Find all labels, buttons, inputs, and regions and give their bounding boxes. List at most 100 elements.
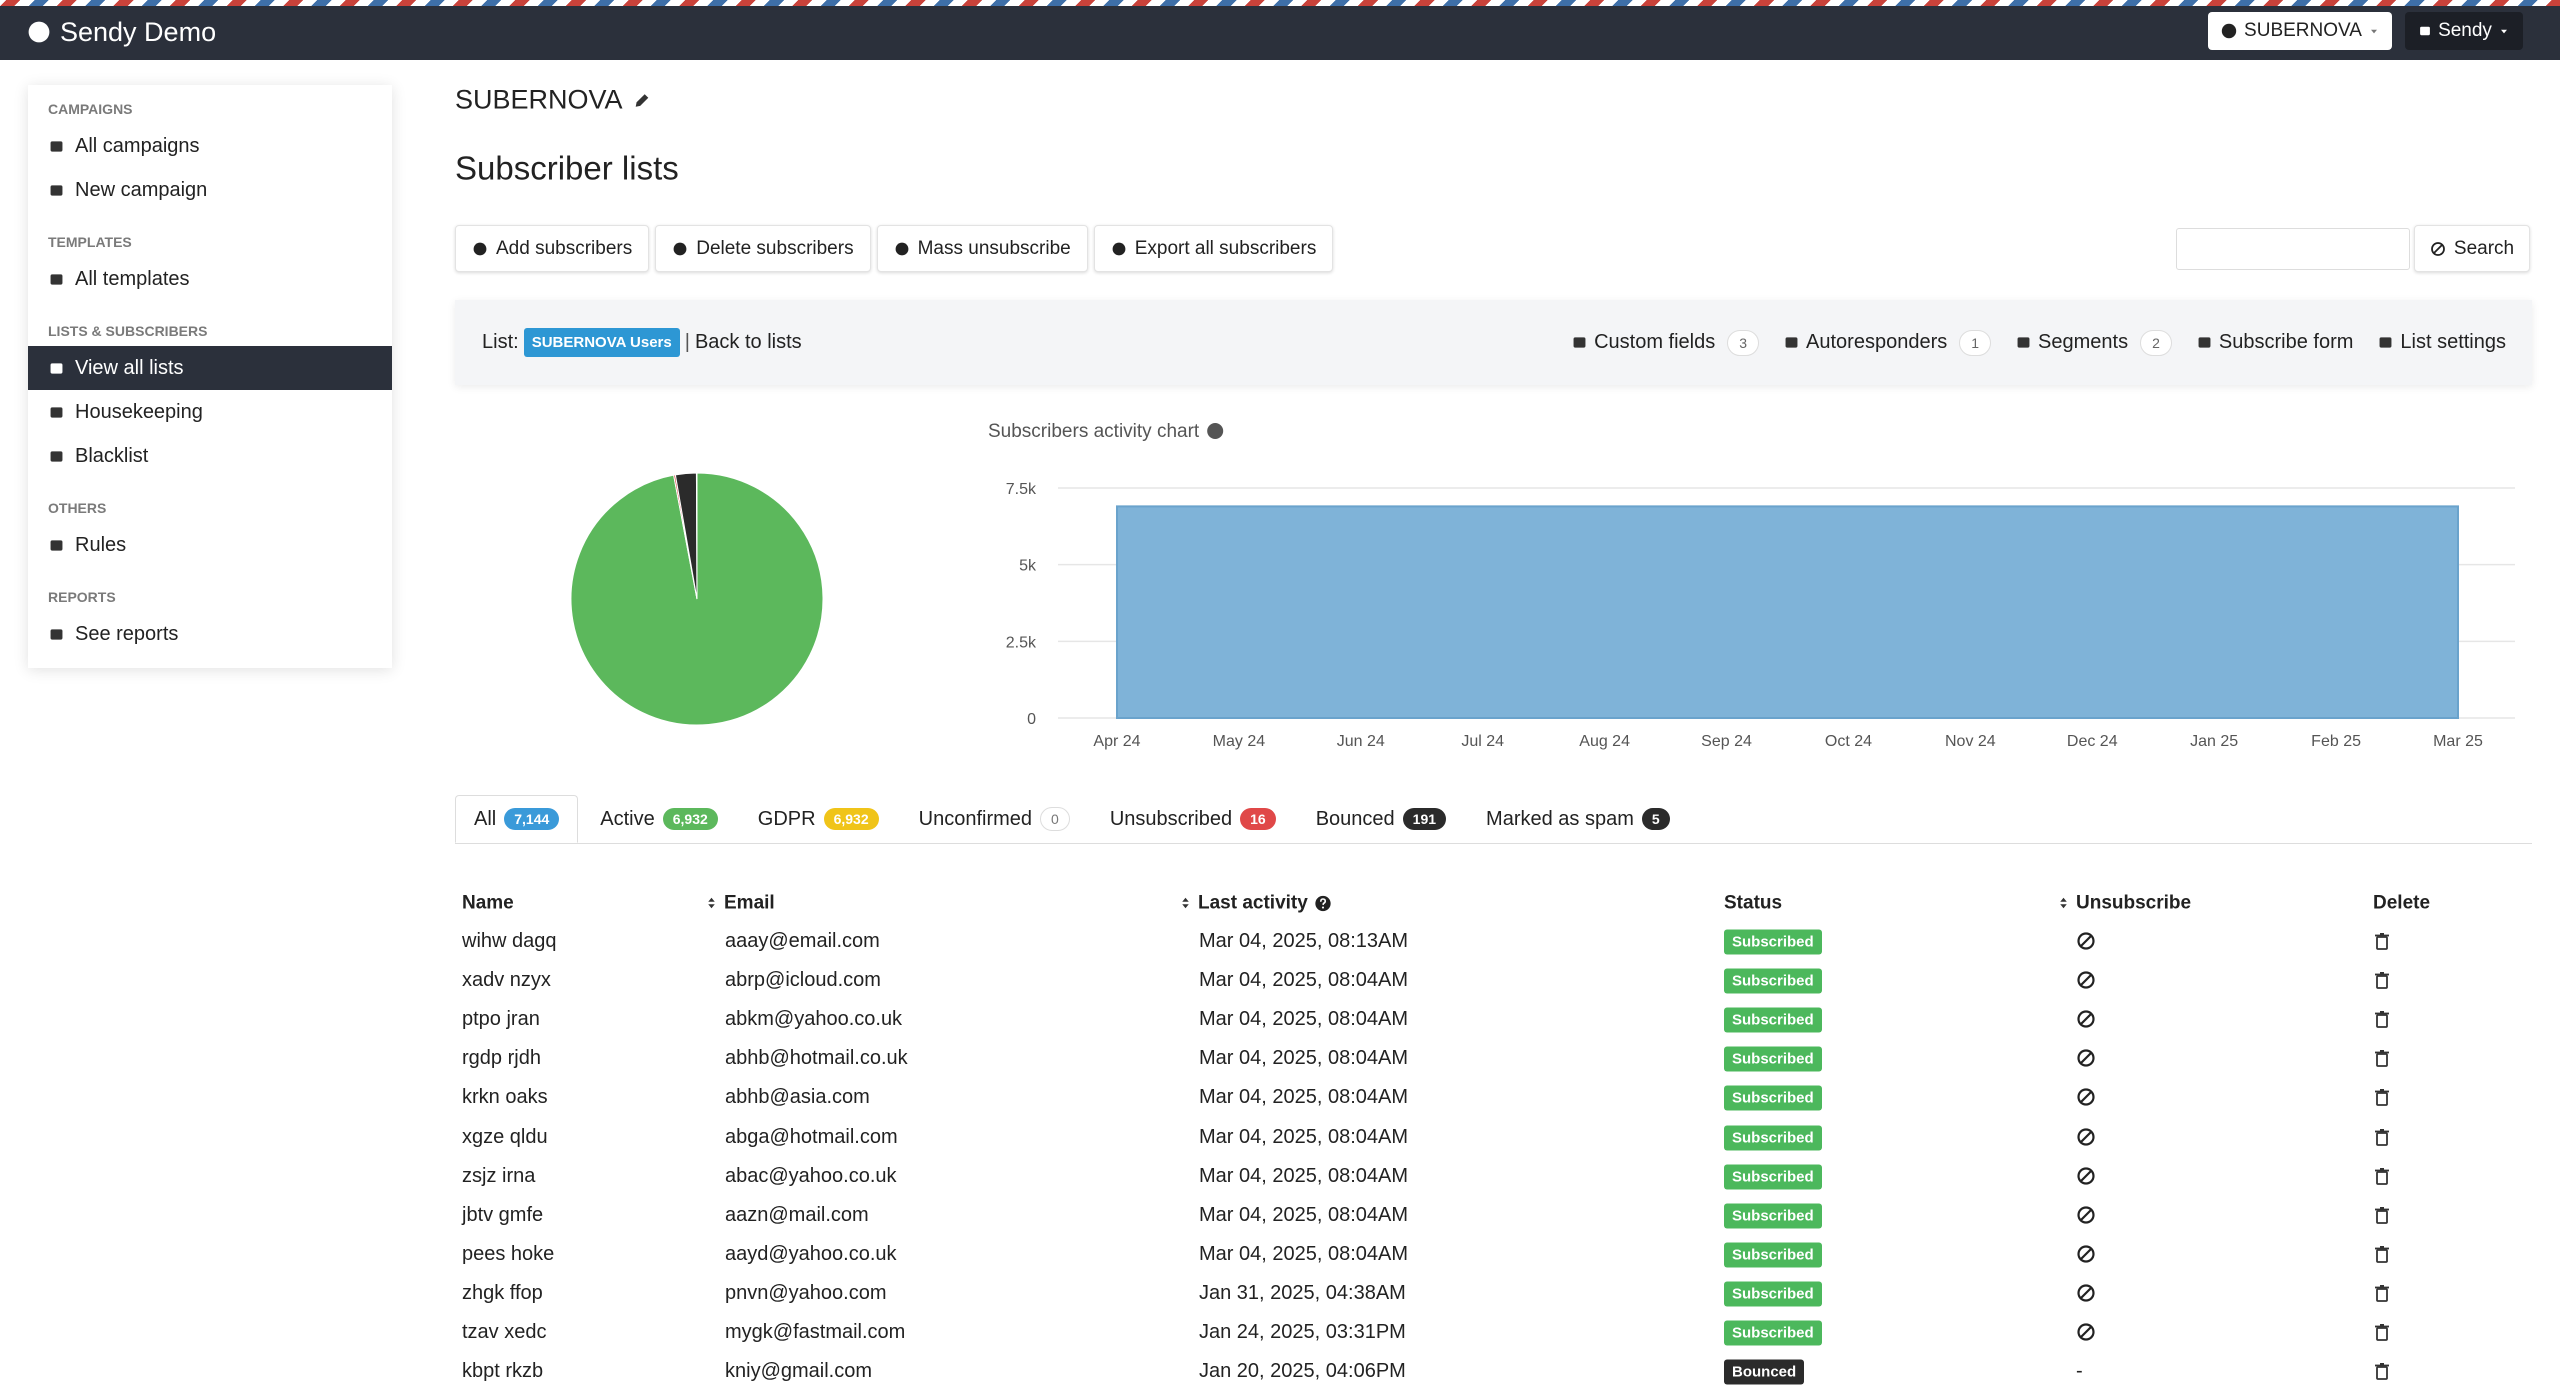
- tab-count: 6,932: [823, 808, 879, 830]
- unsubscribe-button[interactable]: [2076, 1048, 2096, 1068]
- cell-email: abkm@yahoo.co.uk: [725, 1008, 903, 1031]
- status-badge: Subscribed: [1724, 1242, 1822, 1268]
- list-link[interactable]: Segments 2: [2015, 329, 2172, 356]
- cell-name: wihw dagq: [462, 930, 557, 952]
- sidebar-item[interactable]: Housekeeping: [28, 390, 392, 434]
- cell-name: tzav xedc: [462, 1321, 547, 1343]
- x-tick-label: Jan 25: [2190, 733, 2238, 750]
- list-link[interactable]: List settings: [2377, 331, 2506, 354]
- delete-button[interactable]: [2372, 1009, 2392, 1029]
- cell-name: kbpt rkzb: [462, 1360, 544, 1383]
- column-header[interactable]: Last activity: [1179, 894, 1332, 913]
- cell-last-activity: Mar 04, 2025, 08:04AM: [1199, 1242, 1409, 1265]
- tab-count: 16: [1240, 808, 1276, 830]
- tab[interactable]: GDPR 6,932: [740, 795, 897, 843]
- sidebar-item-label: New campaign: [75, 178, 208, 201]
- sidebar-section-title: CAMPAIGNS: [48, 101, 133, 117]
- unsubscribe-button[interactable]: [2076, 1322, 2096, 1342]
- column-header-label: Unsubscribe: [2076, 892, 2192, 914]
- status-badge: Subscribed: [1724, 1203, 1822, 1229]
- tab[interactable]: Unsubscribed 16: [1092, 795, 1294, 843]
- column-header[interactable]: Email: [705, 894, 775, 913]
- sidebar-item[interactable]: See reports: [28, 612, 392, 656]
- tab[interactable]: Bounced 191: [1298, 795, 1464, 843]
- tab-count: 7,144: [504, 808, 560, 830]
- cell-last-activity: Mar 04, 2025, 08:04AM: [1199, 1086, 1409, 1109]
- toolbar-button[interactable]: Add subscribers: [455, 225, 650, 272]
- delete-button[interactable]: [2372, 1166, 2392, 1186]
- delete-button[interactable]: [2372, 1048, 2392, 1068]
- unsubscribe-button[interactable]: [2076, 970, 2096, 990]
- unsubscribe-button[interactable]: [2076, 1127, 2096, 1147]
- icon: [673, 242, 687, 255]
- delete-button[interactable]: [2372, 1127, 2392, 1147]
- list-link[interactable]: Custom fields 3: [1571, 329, 1760, 356]
- search-button[interactable]: Search: [2414, 225, 2530, 272]
- tab[interactable]: All 7,144: [455, 795, 579, 843]
- icon: [50, 184, 63, 196]
- sidebar-item[interactable]: View all lists: [28, 346, 392, 390]
- sidebar-item[interactable]: Rules: [28, 523, 392, 567]
- unsubscribe-button[interactable]: [2076, 1087, 2096, 1107]
- tab-count: 191: [1402, 808, 1447, 830]
- x-tick-label: Sep 24: [1701, 733, 1752, 750]
- delete-button[interactable]: [2372, 1205, 2392, 1225]
- list-info: List: SUBERNOVA Users | Back to lists: [482, 328, 802, 357]
- brand[interactable]: Sendy Demo: [26, 8, 216, 56]
- list-link[interactable]: Autoresponders 1: [1783, 329, 1992, 356]
- icon: [2077, 932, 2095, 950]
- icon: [2375, 1363, 2389, 1380]
- icon: [2375, 1089, 2389, 1107]
- delete-button[interactable]: [2372, 970, 2392, 990]
- icon: [50, 273, 63, 285]
- tab[interactable]: Unconfirmed 0: [901, 795, 1088, 843]
- list-link[interactable]: Subscribe form: [2196, 331, 2354, 354]
- delete-button[interactable]: [2372, 1244, 2392, 1264]
- cell-name: xadv nzyx: [462, 969, 551, 992]
- cell-last-activity: Mar 04, 2025, 08:04AM: [1199, 1008, 1409, 1031]
- delete-button[interactable]: [2372, 1283, 2392, 1303]
- column-header[interactable]: Unsubscribe: [2057, 894, 2191, 913]
- delete-button[interactable]: [2372, 1322, 2392, 1342]
- brand-menu[interactable]: SUBERNOVA: [2208, 12, 2392, 50]
- unsubscribe-button[interactable]: [2076, 1244, 2096, 1264]
- unsubscribe-button[interactable]: [2076, 1283, 2096, 1303]
- unsubscribe-button[interactable]: [2076, 1205, 2096, 1225]
- cell-email: aazn@mail.com: [725, 1203, 869, 1226]
- delete-button[interactable]: [2372, 1361, 2392, 1381]
- icon: [2379, 337, 2392, 348]
- sidebar-item[interactable]: Blacklist: [28, 434, 392, 478]
- icon: [2375, 1284, 2389, 1302]
- unsubscribe-button[interactable]: [2076, 1009, 2096, 1029]
- icon: [2500, 29, 2507, 34]
- icon: [2375, 1206, 2389, 1224]
- tab-label: Marked as spam: [1486, 807, 1634, 830]
- back-link[interactable]: Back to lists: [694, 331, 802, 353]
- x-tick-label: Feb 25: [2311, 733, 2361, 750]
- search-input[interactable]: [2176, 228, 2410, 270]
- cell-last-activity: Mar 04, 2025, 08:13AM: [1199, 930, 1409, 952]
- tab[interactable]: Marked as spam 5: [1468, 795, 1688, 843]
- column-header-label: Status: [1724, 892, 1783, 914]
- icon: [1112, 242, 1126, 255]
- sidebar-item-label: Housekeeping: [75, 400, 203, 423]
- list-link-label: Subscribe form: [2218, 331, 2354, 353]
- cell-email: mygk@fastmail.com: [725, 1321, 906, 1343]
- cell-name: ptpo jran: [462, 1008, 540, 1031]
- separator: |: [684, 331, 690, 353]
- x-tick-label: Jun 24: [1337, 733, 1385, 750]
- unsubscribe-button[interactable]: [2076, 931, 2096, 951]
- sidebar-item[interactable]: All templates: [28, 257, 392, 301]
- y-tick-label: 5k: [1019, 558, 1037, 575]
- sidebar-item[interactable]: New campaign: [28, 168, 392, 212]
- user-menu[interactable]: Sendy: [2405, 12, 2523, 50]
- sidebar-item[interactable]: All campaigns: [28, 124, 392, 168]
- toolbar-button[interactable]: Mass unsubscribe: [876, 225, 1088, 272]
- unsubscribe-button[interactable]: [2076, 1166, 2096, 1186]
- delete-button[interactable]: [2372, 931, 2392, 951]
- toolbar-button[interactable]: Export all subscribers: [1093, 225, 1334, 272]
- icon: [2077, 971, 2095, 989]
- tab[interactable]: Active 6,932: [582, 795, 736, 843]
- toolbar-button[interactable]: Delete subscribers: [655, 225, 871, 272]
- delete-button[interactable]: [2372, 1087, 2392, 1107]
